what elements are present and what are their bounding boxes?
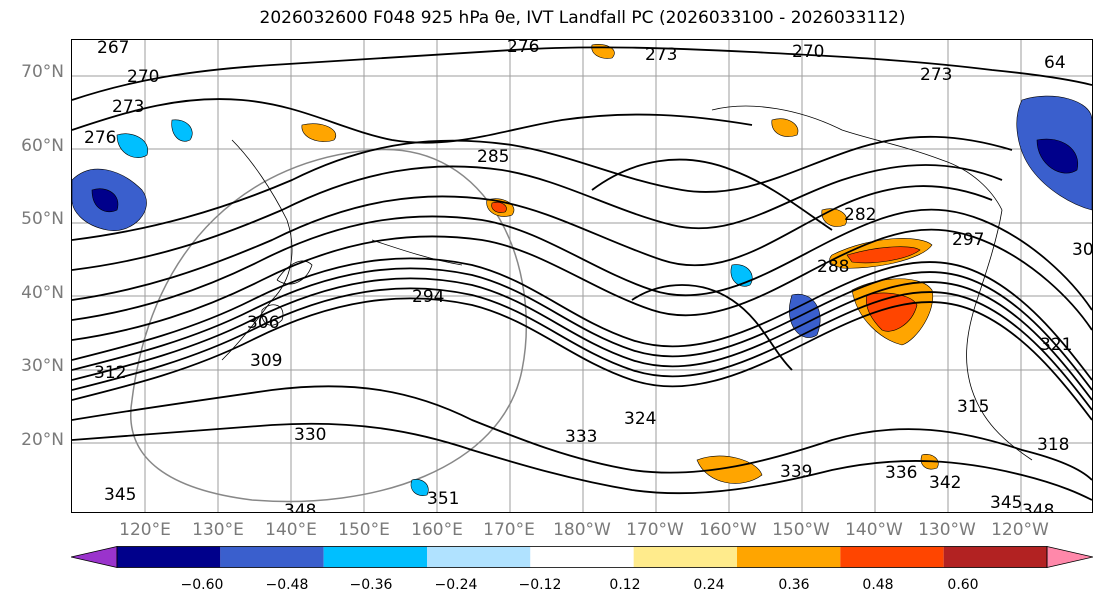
colorbar-tick-label: 0.12	[609, 577, 641, 593]
colorbar	[71, 546, 1093, 568]
colorbar-tick-label: −0.24	[434, 577, 478, 593]
colorbar-extend-low	[71, 546, 118, 568]
lon-label-150w: 150°W	[772, 520, 830, 540]
lon-label-170w: 170°W	[626, 520, 684, 540]
contour-label: 306	[247, 313, 279, 333]
contour-label: 345	[104, 485, 136, 505]
colorbar-segment	[323, 546, 427, 568]
colorbar-segment	[530, 546, 634, 568]
colorbar-outline	[116, 546, 1048, 568]
colorbar-tick-label: 0.48	[862, 577, 894, 593]
contour-label: 333	[565, 427, 597, 447]
lon-label-180w: 180°W	[553, 520, 611, 540]
colorbar-segment	[220, 546, 324, 568]
contour-label: 297	[952, 230, 984, 250]
lon-label-160e: 160°E	[411, 520, 463, 540]
contour-label: 318	[1037, 435, 1069, 455]
graticule	[72, 40, 1092, 512]
contour-label: 336	[885, 463, 917, 483]
colorbar-segment	[633, 546, 737, 568]
contour-labels: 267 276 273 270 273 270 273 276 285 282 …	[84, 40, 1092, 512]
contour-label: 330	[294, 425, 326, 445]
lon-label-130w: 130°W	[918, 520, 976, 540]
lon-label-120w: 120°W	[991, 520, 1049, 540]
contour-label: 270	[127, 67, 159, 87]
contour-label: 312	[94, 363, 126, 383]
colorbar-tick-label: −0.36	[349, 577, 393, 593]
range-circle	[130, 148, 528, 503]
lon-label-130e: 130°E	[192, 520, 244, 540]
contour-label: 276	[507, 40, 539, 57]
colorbar-extend-high	[1046, 546, 1093, 568]
contour-label: 348	[1022, 501, 1054, 512]
lat-label-60n: 60°N	[21, 136, 64, 156]
lon-label-170e: 170°E	[483, 520, 535, 540]
coastlines	[221, 105, 1033, 461]
lon-label-120e: 120°E	[119, 520, 171, 540]
contour-label: 345	[990, 493, 1022, 512]
contour-label: 282	[844, 205, 876, 225]
colorbar-segment	[737, 546, 841, 568]
contour-label: 348	[284, 501, 316, 512]
colorbar-tick-label: −0.12	[518, 577, 562, 593]
lat-label-70n: 70°N	[21, 62, 64, 82]
map-title: 2026032600 F048 925 hPa θe, IVT Landfall…	[259, 8, 906, 28]
map-panel: 267 276 273 270 273 270 273 276 285 282 …	[71, 39, 1093, 513]
contour-label: 276	[84, 128, 116, 148]
colorbar-tick-label: −0.60	[180, 577, 224, 593]
colorbar-tick-label: −0.48	[265, 577, 309, 593]
contour-label: 273	[112, 97, 144, 117]
contour-label: 294	[412, 287, 444, 307]
colorbar-segment	[840, 546, 944, 568]
contour-label: 64	[1044, 53, 1066, 73]
colorbar-segment	[117, 546, 221, 568]
colorbar-tick-label: 0.60	[947, 577, 979, 593]
map-canvas: 267 276 273 270 273 270 273 276 285 282 …	[72, 40, 1092, 512]
lat-label-50n: 50°N	[21, 209, 64, 229]
lon-label-140w: 140°W	[845, 520, 903, 540]
contour-label: 324	[624, 409, 656, 429]
contour-label: 300	[1072, 240, 1092, 260]
shaded-anomalies	[72, 44, 1092, 496]
colorbar-segment	[427, 546, 531, 568]
colorbar-tick-label: 0.24	[693, 577, 725, 593]
contour-label: 273	[645, 45, 677, 65]
contour-label: 342	[929, 473, 961, 493]
contour-label: 339	[780, 462, 812, 482]
contour-label: 321	[1040, 335, 1072, 355]
theta-e-contours	[72, 46, 1092, 501]
contour-label: 273	[920, 65, 952, 85]
lon-label-140e: 140°E	[265, 520, 317, 540]
lat-label-40n: 40°N	[21, 283, 64, 303]
colorbar-tick-label: 0.36	[778, 577, 810, 593]
lat-label-30n: 30°N	[21, 356, 64, 376]
contour-label: 309	[250, 351, 282, 371]
lon-label-160w: 160°W	[699, 520, 757, 540]
contour-label: 288	[817, 257, 849, 277]
contour-label: 315	[957, 397, 989, 417]
lat-label-20n: 20°N	[21, 430, 64, 450]
colorbar-segment	[943, 546, 1047, 568]
contour-label: 351	[427, 489, 459, 509]
lon-label-150e: 150°E	[338, 520, 390, 540]
contour-label: 285	[477, 147, 509, 167]
contour-label: 270	[792, 42, 824, 62]
contour-label: 267	[97, 40, 129, 58]
